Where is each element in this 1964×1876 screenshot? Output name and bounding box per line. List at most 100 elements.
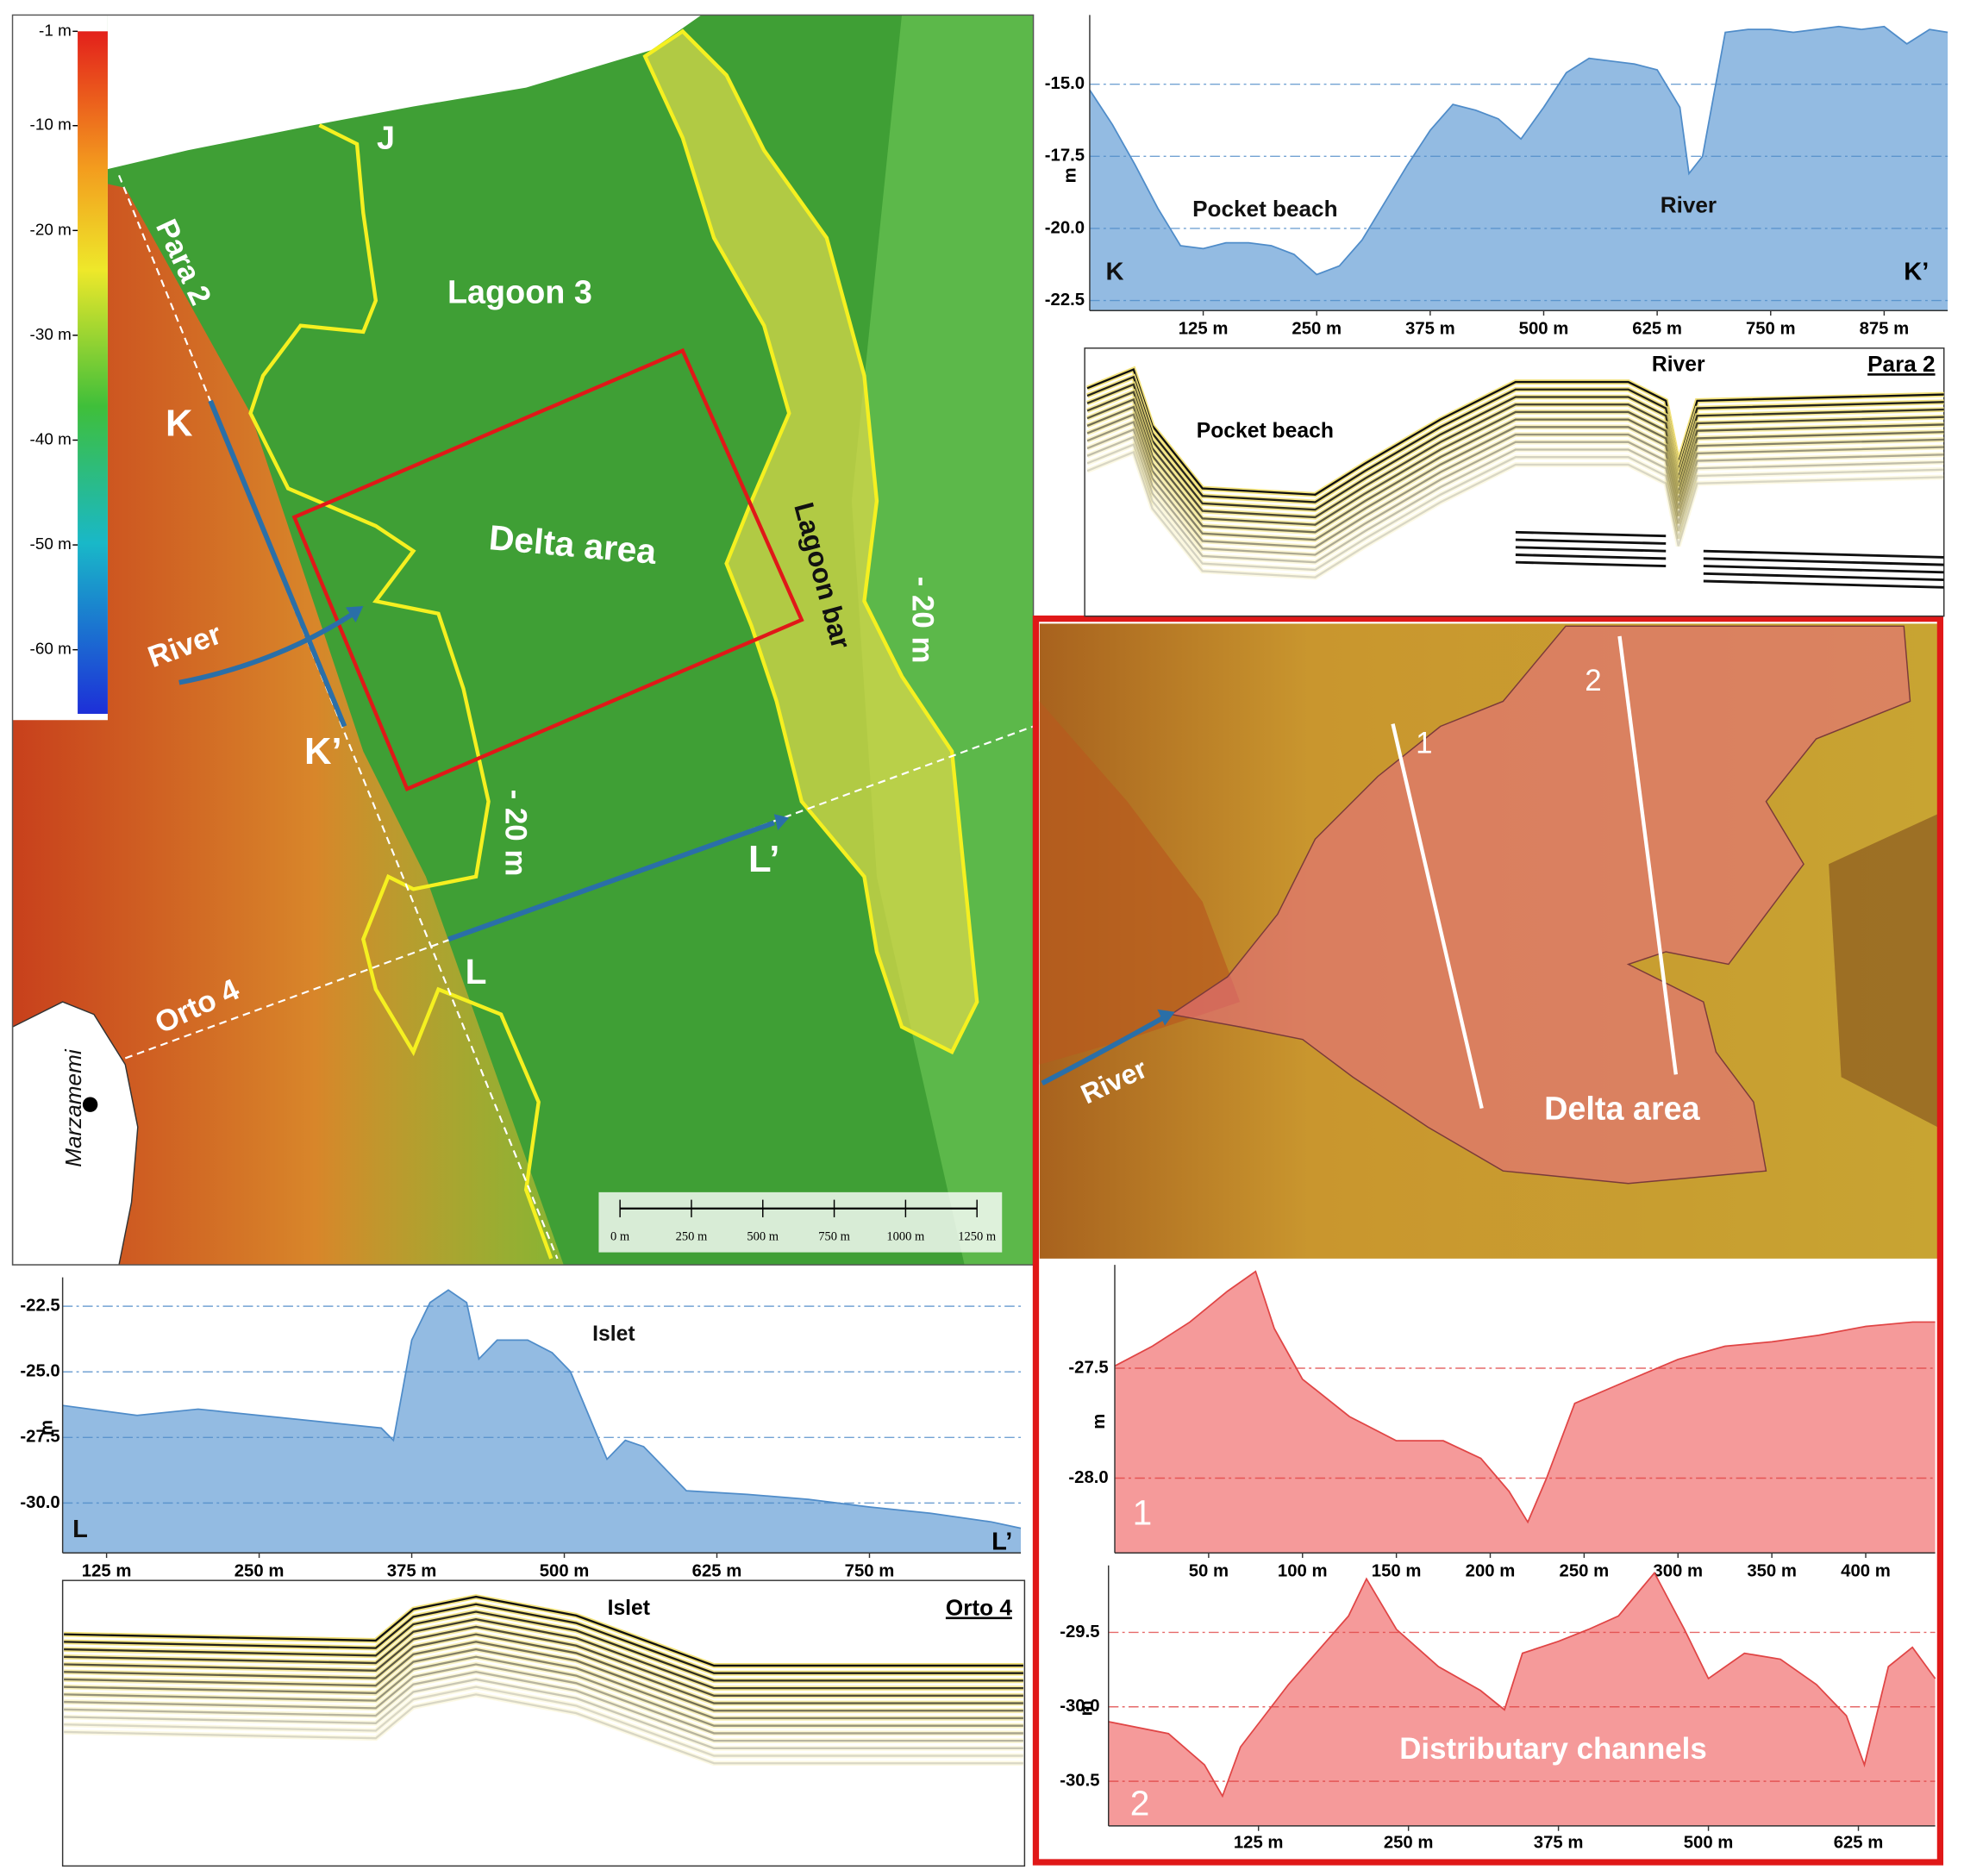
reflector (64, 1618, 1023, 1690)
reflector-halo (64, 1654, 1023, 1729)
reflector (64, 1648, 1023, 1720)
map-label: - 20 m (906, 577, 940, 664)
reflector (1086, 420, 1944, 548)
reflector (64, 1655, 1023, 1727)
river-arrow (1041, 1014, 1167, 1086)
area-line (62, 1289, 1022, 1529)
x-tick-label: 50 m (1189, 1561, 1229, 1580)
arrow-head (773, 814, 790, 831)
area-line (1108, 1571, 1936, 1798)
scale-label: 500 m (747, 1230, 779, 1244)
y-tick-label: -15.0 (1045, 74, 1085, 93)
area-line (1089, 25, 1948, 276)
x-tick-label: 200 m (1466, 1561, 1516, 1580)
annotation: River (1661, 192, 1717, 218)
x-tick-label: 500 m (1519, 319, 1569, 338)
reflector (64, 1625, 1023, 1697)
colorbar-label: -20 m (30, 221, 72, 239)
start-label: 1 (1133, 1492, 1153, 1532)
y-axis-title: m (1090, 1414, 1109, 1429)
colorbar-label: -30 m (30, 326, 72, 344)
reflector (1086, 435, 1944, 564)
x-tick-label: 375 m (1405, 319, 1455, 338)
y-tick-label: -22.5 (1045, 291, 1085, 310)
map-label: L (466, 952, 487, 991)
reflector (1515, 538, 1667, 545)
seismic-label: River (1652, 353, 1705, 377)
area-line (1114, 1270, 1936, 1524)
y-tick-label: -22.5 (20, 1297, 59, 1316)
map-label: K (166, 403, 193, 444)
x-tick-label: 150 m (1372, 1561, 1422, 1580)
reflector (1086, 443, 1944, 572)
seismic-label: Pocket beach (1197, 420, 1334, 443)
reflector (1703, 549, 1944, 559)
reflector (1515, 553, 1667, 560)
scale-label: 250 m (676, 1230, 708, 1244)
y-tick-label: -25.0 (20, 1362, 59, 1381)
y-tick-label: -17.5 (1045, 147, 1085, 166)
scale-label: 0 m (610, 1230, 630, 1244)
x-tick-label: 250 m (1384, 1834, 1434, 1853)
reflector-halo (1085, 441, 1944, 572)
inset-frame (291, 347, 804, 792)
reflector-halo (1085, 434, 1944, 566)
seismic-label: Islet (608, 1597, 650, 1620)
x-tick-label: 125 m (1179, 319, 1229, 338)
scale-label: 1000 m (886, 1230, 925, 1244)
delta-inset (1039, 623, 1938, 1259)
profile-line (1391, 723, 1484, 1110)
reflector (1703, 565, 1944, 574)
area-fill (1089, 26, 1948, 311)
scale-label: 1250 m (958, 1230, 997, 1244)
annotation: Distributary channels (1399, 1732, 1706, 1766)
reflector (1703, 572, 1944, 582)
colorbar-label: -60 m (30, 641, 72, 659)
reflector (64, 1603, 1023, 1674)
y-tick-label: -30.5 (1060, 1771, 1099, 1790)
reflector-halo (64, 1684, 1023, 1759)
section-line (118, 174, 559, 1260)
y-axis-title: m (1061, 167, 1080, 183)
x-tick-label: 625 m (1834, 1834, 1884, 1853)
colorbar-label: -10 m (30, 116, 72, 134)
reflector (64, 1633, 1023, 1704)
x-tick-label: 500 m (1684, 1834, 1734, 1853)
reflector-halo (1085, 448, 1944, 580)
town (82, 1097, 98, 1112)
seismic-title: Para 2 (1867, 351, 1935, 377)
annotation: Islet (592, 1323, 635, 1346)
annotation: Pocket beach (1192, 196, 1337, 222)
reflector (1086, 450, 1944, 578)
x-tick-label: 750 m (1746, 319, 1796, 338)
profile-line (208, 399, 347, 728)
lagoon-outline (248, 123, 554, 1260)
x-tick-label: 375 m (1534, 1834, 1584, 1853)
y-tick-label: -30.0 (1060, 1697, 1099, 1716)
scale-bar-box (598, 1191, 1003, 1253)
reflector-halo (1085, 426, 1944, 558)
reflector-halo (64, 1692, 1023, 1767)
x-tick-label: 750 m (845, 1561, 895, 1580)
reflector (64, 1671, 1023, 1742)
colorbar-label: -1 m (39, 22, 72, 40)
y-tick-label: -28.0 (1068, 1468, 1108, 1487)
reflector (64, 1595, 1023, 1667)
map-label: L’ (748, 839, 779, 880)
river-arrow (178, 611, 355, 685)
map-label: - 20 m (498, 790, 532, 877)
x-tick-label: 500 m (540, 1561, 590, 1580)
arrow-head (345, 606, 364, 622)
y-tick-label: -29.5 (1060, 1623, 1099, 1642)
shallow-area (12, 162, 564, 1266)
x-tick-label: 300 m (1653, 1561, 1703, 1580)
inset-label: Delta area (1544, 1091, 1701, 1127)
inset-label: 2 (1585, 664, 1601, 697)
seismic-title: Orto 4 (946, 1595, 1012, 1621)
reflector-halo (64, 1669, 1023, 1744)
y-tick-label: -30.0 (20, 1493, 59, 1512)
inset-border (1032, 615, 1944, 1866)
reflector (1703, 579, 1944, 589)
